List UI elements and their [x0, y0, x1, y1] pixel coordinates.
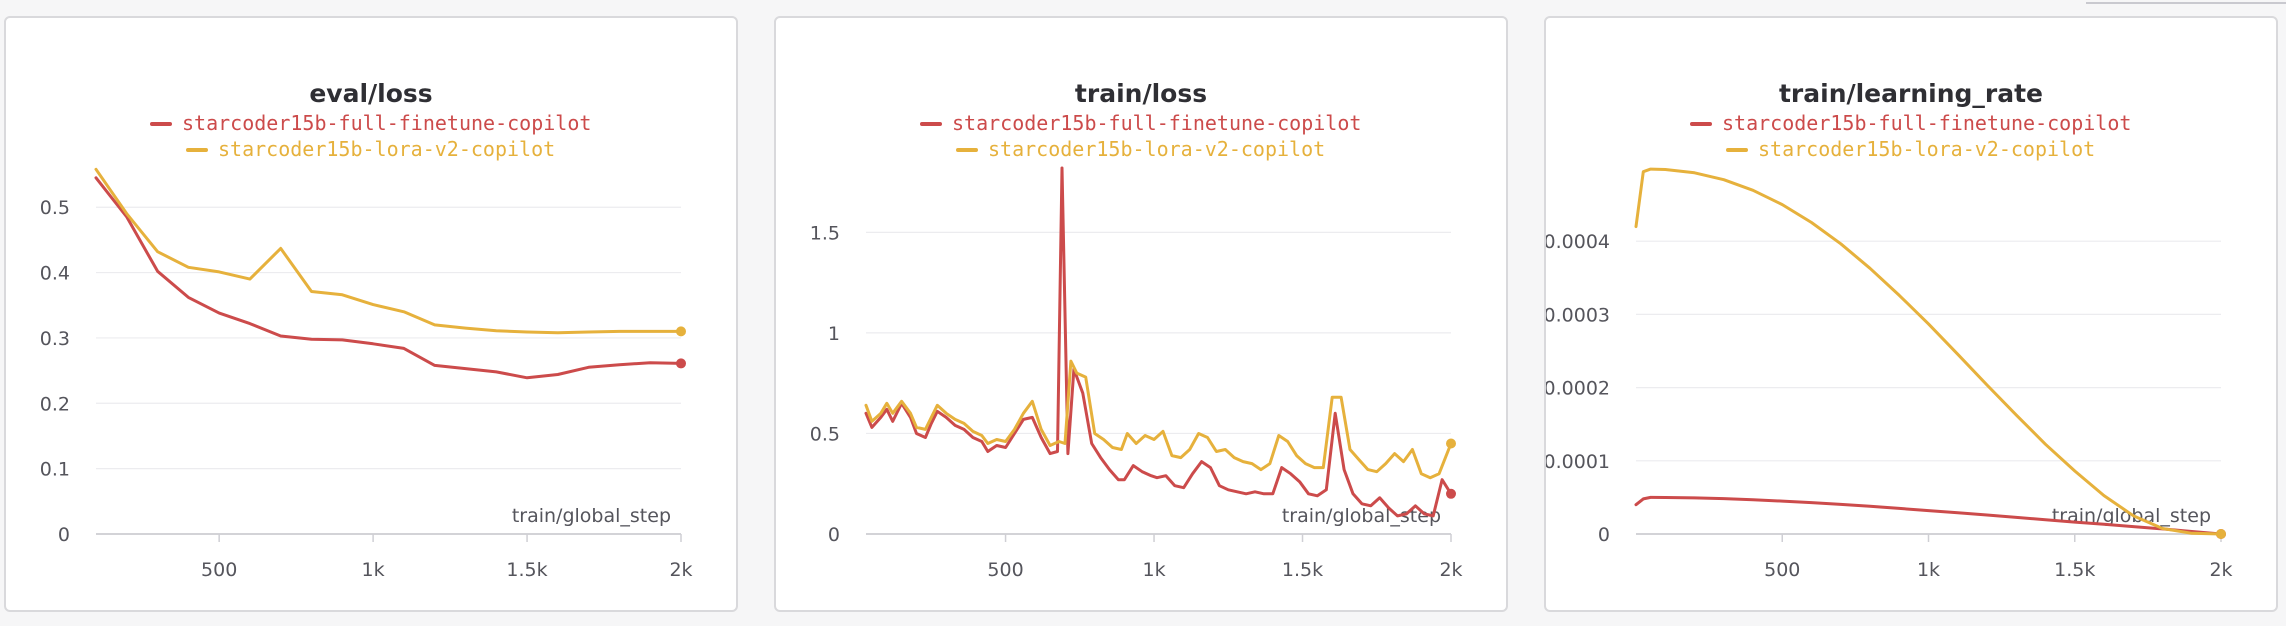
y-tick-label: 0.0004 — [1546, 231, 1610, 253]
chart-panel-train-loss[interactable]: train/loss starcoder15b-full-finetune-cop… — [774, 16, 1508, 612]
series-end-marker-starcoder15b-lora-v2-copilot[interactable] — [676, 326, 686, 337]
chart-title: train/loss — [1075, 79, 1207, 108]
y-tick-label: 0.5 — [40, 197, 70, 219]
legend-label: starcoder15b-full-finetune-copilot — [952, 111, 1361, 135]
series-line-starcoder15b-lora-v2-copilot[interactable] — [1634, 167, 2223, 536]
legend-item-starcoder15b-lora-v2-copilot[interactable]: starcoder15b-lora-v2-copilot — [956, 137, 1325, 161]
y-tick-label: 0.0002 — [1546, 378, 1610, 400]
chart-train-loss: train/loss starcoder15b-full-finetune-cop… — [810, 79, 1463, 581]
series-end-marker-starcoder15b-lora-v2-copilot[interactable] — [1446, 438, 1456, 449]
x-tick-label: 1k — [362, 559, 385, 581]
y-tick-label: 0.2 — [40, 393, 70, 415]
legend-item-starcoder15b-full-finetune-copilot[interactable]: starcoder15b-full-finetune-copilot — [920, 111, 1361, 135]
chart-panel-eval-loss[interactable]: eval/loss starcoder15b-full-finetune-copi… — [4, 16, 738, 612]
x-tick-label: 1k — [1142, 559, 1165, 581]
y-tick-label: 0.3 — [40, 328, 70, 350]
chart-title: train/learning_rate — [1779, 79, 2043, 108]
legend-label: starcoder15b-full-finetune-copilot — [182, 111, 591, 135]
chart-eval-loss: eval/loss starcoder15b-full-finetune-copi… — [40, 79, 693, 581]
x-axis-label: train/global_step — [1282, 505, 1441, 527]
series-line-starcoder15b-lora-v2-copilot[interactable] — [94, 167, 683, 335]
legend-item-starcoder15b-lora-v2-copilot[interactable]: starcoder15b-lora-v2-copilot — [1726, 137, 2095, 161]
series-line-starcoder15b-lora-v2-copilot[interactable] — [864, 359, 1453, 480]
legend-item-starcoder15b-full-finetune-copilot[interactable]: starcoder15b-full-finetune-copilot — [150, 111, 591, 135]
y-tick-label: 0.1 — [40, 459, 70, 481]
y-tick-label: 0 — [58, 524, 70, 546]
top-edge-divider — [2086, 0, 2286, 4]
x-axis-label: train/global_step — [512, 505, 671, 527]
x-tick-label: 1.5k — [506, 559, 547, 581]
series-line-starcoder15b-full-finetune-copilot[interactable] — [864, 166, 1453, 518]
legend-item-starcoder15b-lora-v2-copilot[interactable]: starcoder15b-lora-v2-copilot — [186, 137, 555, 161]
y-tick-label: 1.5 — [810, 222, 840, 244]
x-tick-label: 500 — [1764, 559, 1800, 581]
x-tick-label: 1.5k — [2054, 559, 2095, 581]
series-line-starcoder15b-full-finetune-copilot[interactable] — [94, 176, 683, 380]
y-tick-label: 0 — [828, 524, 840, 546]
x-tick-label: 500 — [201, 559, 237, 581]
series-end-marker-starcoder15b-full-finetune-copilot[interactable] — [1446, 488, 1456, 499]
series-end-marker-starcoder15b-lora-v2-copilot[interactable] — [2216, 529, 2226, 539]
y-tick-label: 0.5 — [810, 423, 840, 445]
y-tick-label: 0.0001 — [1546, 451, 1610, 473]
chart-title: eval/loss — [309, 79, 432, 108]
x-tick-label: 2k — [2209, 559, 2232, 581]
x-tick-label: 1k — [1917, 559, 1940, 581]
x-tick-label: 2k — [669, 559, 692, 581]
chart-train-learning-rate: train/learning_rate starcoder15b-full-fin… — [1546, 79, 2233, 581]
x-tick-label: 2k — [1439, 559, 1462, 581]
legend-label: starcoder15b-lora-v2-copilot — [988, 137, 1325, 161]
series-line-starcoder15b-full-finetune-copilot[interactable] — [1634, 495, 2223, 536]
y-tick-label: 0.0003 — [1546, 304, 1610, 326]
legend-label: starcoder15b-lora-v2-copilot — [218, 137, 555, 161]
legend-label: starcoder15b-lora-v2-copilot — [1758, 137, 2095, 161]
y-tick-label: 1 — [828, 323, 840, 345]
legend-item-starcoder15b-full-finetune-copilot[interactable]: starcoder15b-full-finetune-copilot — [1690, 111, 2131, 135]
chart-panel-train-learning-rate[interactable]: train/learning_rate starcoder15b-full-fin… — [1544, 16, 2278, 612]
y-tick-label: 0 — [1598, 524, 1610, 546]
y-tick-label: 0.4 — [40, 263, 70, 285]
series-end-marker-starcoder15b-full-finetune-copilot[interactable] — [676, 358, 686, 369]
x-tick-label: 500 — [987, 559, 1023, 581]
legend-label: starcoder15b-full-finetune-copilot — [1722, 111, 2131, 135]
x-tick-label: 1.5k — [1282, 559, 1323, 581]
